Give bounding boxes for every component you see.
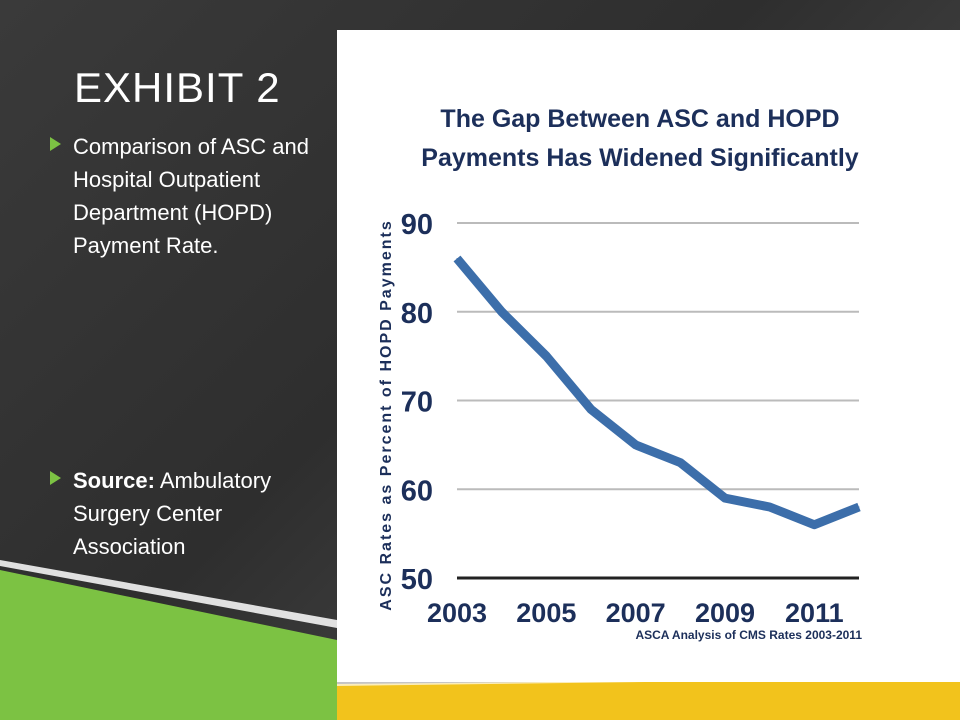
- data-point: [769, 506, 771, 508]
- slide-text-panel: EXHIBIT 2 Comparison of ASC and Hospital…: [0, 0, 336, 720]
- data-point: [545, 355, 547, 357]
- data-point: [724, 497, 726, 499]
- bullet-comparison: Comparison of ASC and Hospital Outpatien…: [50, 130, 320, 262]
- decorative-ribbon: [0, 560, 960, 720]
- chart-title-line1: The Gap Between ASC and HOPD: [440, 105, 839, 133]
- x-tick-label: 2011: [785, 598, 844, 628]
- source-name: Ambulatory Surgery Center Association: [73, 468, 272, 559]
- y-tick-label: 90: [401, 209, 433, 241]
- y-axis-label: ASC Rates as Percent of HOPD Payments: [378, 219, 395, 610]
- data-point: [456, 258, 458, 259]
- bullet-source: Source: Ambulatory Surgery Center Associ…: [50, 464, 320, 563]
- slide-title: EXHIBIT 2: [74, 64, 281, 111]
- data-point: [813, 524, 815, 526]
- source-label: Source:: [73, 468, 155, 493]
- bullet-source-text: Source: Ambulatory Surgery Center Associ…: [73, 464, 320, 563]
- x-tick-label: 2007: [606, 598, 666, 628]
- chart-source-note: ASCA Analysis of CMS Rates 2003-2011: [635, 628, 862, 642]
- x-tick-label: 2005: [516, 598, 576, 628]
- y-tick-label: 70: [401, 387, 433, 419]
- y-tick-label: 60: [401, 475, 433, 507]
- data-point: [590, 408, 592, 410]
- bullet-arrow-icon: [50, 137, 61, 151]
- line-chart: The Gap Between ASC and HOPD Payments Ha…: [378, 105, 862, 642]
- chart-title-line2: Payments Has Widened Significantly: [421, 144, 858, 172]
- chart-image-panel: The Gap Between ASC and HOPD Payments Ha…: [337, 30, 960, 682]
- data-point: [501, 311, 503, 313]
- series-line: [453, 255, 861, 530]
- data-point: [858, 506, 860, 508]
- y-tick-label: 80: [401, 298, 433, 330]
- x-tick-label: 2003: [427, 598, 487, 628]
- bullet-comparison-text: Comparison of ASC and Hospital Outpatien…: [73, 134, 310, 258]
- y-tick-label: 50: [401, 564, 433, 596]
- data-point: [679, 462, 681, 464]
- data-point: [635, 444, 637, 446]
- bullet-arrow-icon: [50, 471, 61, 485]
- x-tick-label: 2009: [695, 598, 755, 628]
